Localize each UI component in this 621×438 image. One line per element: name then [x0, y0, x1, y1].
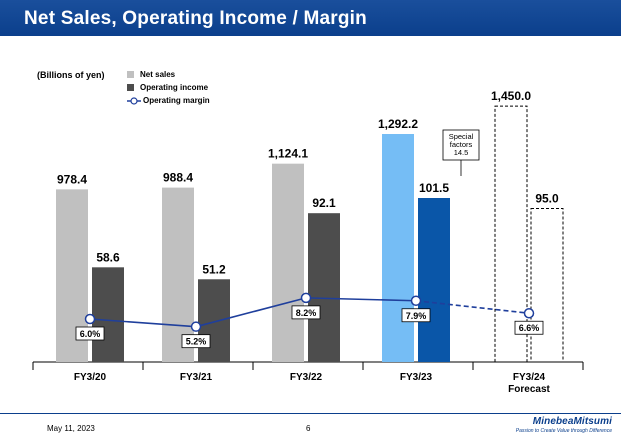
annotation-line-1: Special [449, 132, 474, 141]
margin-point-fy3-20 [84, 313, 96, 325]
annotation-box [442, 129, 480, 161]
legend-swatch-operating-income [127, 84, 134, 91]
bar-operating-income-fy3-21 [198, 279, 230, 362]
margin-label-box-fy3-23 [401, 308, 431, 323]
company-logo: MinebeaMitsumi Passion to Create Value t… [512, 416, 612, 434]
page-number: 6 [306, 424, 311, 433]
annotation-line-3: 14.5 [454, 148, 469, 157]
bar-operating-income-fy3-24 [530, 208, 564, 363]
margin-label-fy3-24: 6.6% [519, 323, 540, 333]
legend-item-net-sales: Net sales [127, 68, 210, 81]
bar-operating-income-fy3-23 [418, 198, 450, 362]
legend-label-net-sales: Net sales [140, 70, 176, 79]
category-sublabel-fy3-24: Forecast [508, 384, 550, 395]
bar-net-sales-fy3-22 [272, 163, 304, 362]
margin-label-fy3-23: 7.9% [406, 311, 427, 321]
data-label-net-sales-fy3-23: 1,292.2 [378, 117, 418, 131]
logo-tagline: Passion to Create Value through Differen… [515, 428, 612, 434]
margin-label-fy3-20: 6.0% [80, 329, 101, 339]
header-bar [0, 0, 621, 36]
data-label-net-sales-fy3-22: 1,124.1 [268, 147, 308, 161]
margin-label-fy3-22: 8.2% [296, 308, 317, 318]
data-label-net-sales-fy3-20: 978.4 [57, 172, 87, 186]
data-label-net-sales-fy3-24: 1,450.0 [491, 89, 531, 103]
data-label-operating-income-fy3-23: 101.5 [419, 181, 449, 195]
margin-line-segment [195, 297, 307, 328]
page-title: Net Sales, Operating Income / Margin [24, 8, 367, 29]
margin-point-fy3-21 [190, 321, 202, 332]
unit-label: (Billions of yen) [37, 70, 105, 80]
bar-net-sales-fy3-21 [162, 187, 194, 362]
legend-item-operating-margin: Operating margin [127, 94, 210, 107]
logo-text: MinebeaMitsumi [532, 416, 612, 427]
footer-date: May 11, 2023 [47, 424, 95, 433]
data-label-operating-income-fy3-24: 95.0 [535, 192, 559, 206]
margin-line-segment [89, 318, 197, 328]
bar-net-sales-fy3-24 [494, 105, 528, 363]
bar-operating-income-fy3-22 [308, 213, 340, 362]
data-label-net-sales-fy3-21: 988.4 [163, 171, 193, 185]
data-label-operating-income-fy3-22: 92.1 [312, 196, 336, 210]
footer-divider [0, 413, 621, 414]
legend-label-operating-margin: Operating margin [143, 96, 210, 105]
data-label-operating-income-fy3-21: 51.2 [202, 262, 226, 276]
category-label-fy3-23: FY3/23 [400, 372, 433, 383]
legend: Net sales Operating income Operating mar… [127, 68, 210, 107]
margin-label-box-fy3-22 [291, 305, 321, 320]
bar-operating-income-fy3-20 [92, 267, 124, 362]
legend-label-operating-income: Operating income [140, 83, 209, 92]
legend-line-operating-margin [127, 96, 141, 105]
margin-line-segment [415, 299, 530, 315]
margin-point-fy3-22 [300, 292, 312, 304]
category-label-fy3-21: FY3/21 [180, 372, 213, 383]
margin-point-fy3-24 [523, 307, 535, 319]
margin-label-box-fy3-24 [514, 320, 544, 335]
margin-label-box-fy3-20 [75, 326, 105, 341]
margin-label-box-fy3-21 [181, 334, 211, 349]
margin-label-fy3-21: 5.2% [186, 337, 207, 347]
data-label-operating-income-fy3-20: 58.6 [96, 250, 120, 264]
bar-net-sales-fy3-23 [382, 134, 414, 362]
legend-item-operating-income: Operating income [127, 81, 210, 94]
legend-swatch-net-sales [127, 71, 134, 78]
category-label-fy3-20: FY3/20 [74, 372, 107, 383]
margin-point-fy3-23 [410, 295, 422, 307]
category-label-fy3-22: FY3/22 [290, 372, 323, 383]
category-label-fy3-24: FY3/24 [513, 372, 546, 383]
margin-line-segment [305, 297, 417, 302]
annotation-line-2: factors [450, 140, 473, 149]
